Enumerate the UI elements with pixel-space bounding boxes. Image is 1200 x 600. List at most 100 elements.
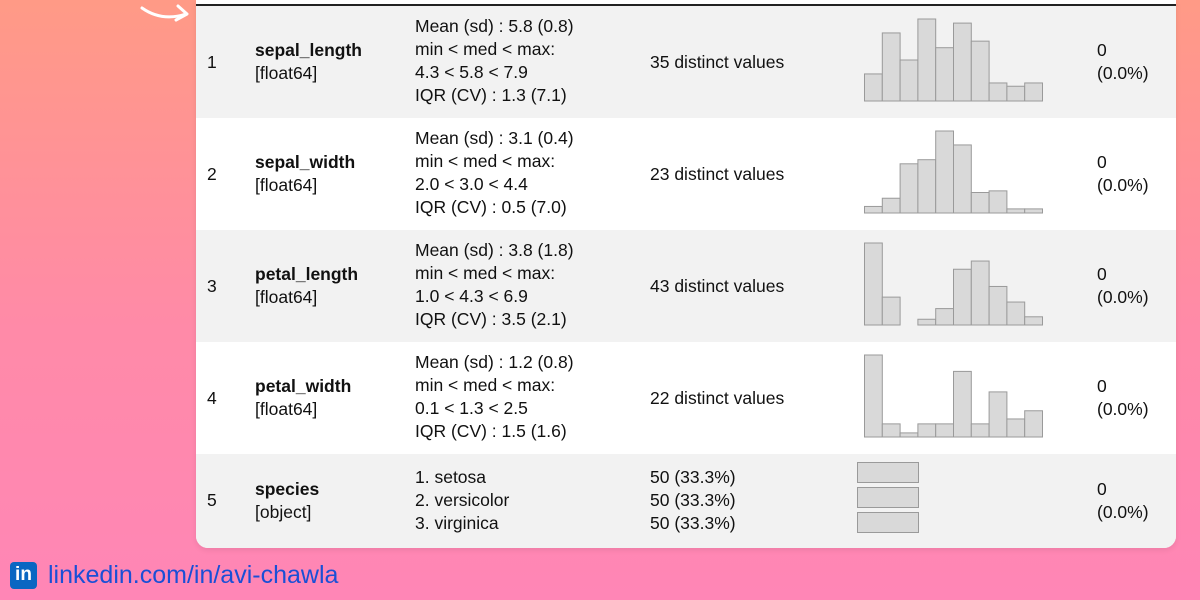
missing-percent: (0.0%) bbox=[1097, 502, 1149, 522]
stats-line: 1.0 < 4.3 < 6.9 bbox=[415, 286, 528, 306]
histogram-bar bbox=[864, 73, 883, 102]
histogram-bar bbox=[917, 423, 937, 438]
histogram-bar bbox=[899, 59, 919, 102]
freq-line: 43 distinct values bbox=[650, 276, 785, 296]
summary-table: 1 sepal_length [float64] Mean (sd) : 5.8… bbox=[196, 0, 1176, 548]
histogram-bar bbox=[1006, 418, 1026, 438]
stats-line: 0.1 < 1.3 < 2.5 bbox=[415, 398, 528, 418]
table-row: 3 petal_length [float64] Mean (sd) : 3.8… bbox=[196, 230, 1176, 342]
histogram-bar bbox=[881, 423, 901, 438]
stats-cell: Mean (sd) : 5.8 (0.8) min < med < max: 4… bbox=[415, 15, 574, 107]
missing-percent: (0.0%) bbox=[1097, 287, 1149, 307]
histogram-bar bbox=[899, 432, 919, 438]
stats-line: Mean (sd) : 1.2 (0.8) bbox=[415, 352, 574, 372]
histogram-bar bbox=[988, 391, 1008, 438]
missing-count: 0 bbox=[1097, 479, 1107, 499]
freq-line: 35 distinct values bbox=[650, 52, 785, 72]
variable-name: petal_width bbox=[255, 376, 352, 396]
freqs-cell: 43 distinct values bbox=[650, 275, 784, 298]
freq-line: 50 (33.3%) bbox=[650, 490, 736, 510]
linkedin-icon: in bbox=[10, 561, 37, 589]
stats-cell: Mean (sd) : 3.1 (0.4) min < med < max: 2… bbox=[415, 127, 574, 219]
histogram-bar bbox=[1006, 85, 1026, 102]
freq-line: 23 distinct values bbox=[650, 164, 785, 184]
histogram-bar bbox=[935, 308, 954, 326]
category-bar bbox=[857, 512, 919, 533]
variable-type: [float64] bbox=[255, 287, 318, 307]
row-index: 2 bbox=[207, 164, 217, 184]
stats-line: 1. setosa bbox=[415, 467, 487, 487]
stats-line: min < med < max: bbox=[415, 151, 556, 171]
category-bars bbox=[857, 462, 919, 533]
histogram-bar bbox=[935, 423, 954, 438]
missing-count: 0 bbox=[1097, 264, 1107, 284]
variable-type: [float64] bbox=[255, 63, 318, 83]
stats-line: IQR (CV) : 1.5 (1.6) bbox=[415, 421, 567, 441]
freqs-cell: 50 (33.3%) 50 (33.3%) 50 (33.3%) bbox=[650, 466, 736, 535]
missing-cell: 0 (0.0%) bbox=[1097, 375, 1149, 421]
row-index: 3 bbox=[207, 276, 217, 296]
histogram-bar bbox=[988, 82, 1008, 102]
histogram-bar bbox=[988, 190, 1008, 214]
histogram-bar bbox=[917, 318, 937, 326]
histogram-bar bbox=[953, 268, 972, 326]
table-row: 1 sepal_length [float64] Mean (sd) : 5.8… bbox=[196, 6, 1176, 118]
histogram-bar bbox=[864, 242, 883, 326]
missing-percent: (0.0%) bbox=[1097, 63, 1149, 83]
variable-name: sepal_width bbox=[255, 152, 356, 172]
stats-line: 4.3 < 5.8 < 7.9 bbox=[415, 62, 528, 82]
histogram-bar bbox=[864, 205, 883, 214]
histogram-bar bbox=[953, 144, 972, 214]
missing-cell: 0 (0.0%) bbox=[1097, 478, 1149, 524]
variable-cell: petal_width [float64] bbox=[255, 375, 351, 421]
histogram-bar bbox=[935, 47, 954, 102]
histogram-bar bbox=[1024, 316, 1043, 326]
histogram bbox=[864, 18, 1043, 102]
variable-cell: species [object] bbox=[255, 478, 319, 524]
histogram-bar bbox=[988, 285, 1008, 326]
stats-line: 2. versicolor bbox=[415, 490, 510, 510]
histogram-bar bbox=[1024, 410, 1043, 438]
row-index: 5 bbox=[207, 490, 217, 510]
missing-percent: (0.0%) bbox=[1097, 175, 1149, 195]
stats-line: min < med < max: bbox=[415, 39, 556, 59]
variable-type: [float64] bbox=[255, 399, 318, 419]
histogram-bar bbox=[1024, 208, 1043, 214]
histogram-bar bbox=[881, 197, 901, 214]
histogram-bar bbox=[970, 192, 990, 214]
arrow-decoration bbox=[140, 4, 189, 22]
missing-percent: (0.0%) bbox=[1097, 399, 1149, 419]
stats-line: Mean (sd) : 3.1 (0.4) bbox=[415, 128, 574, 148]
stats-cell: 1. setosa 2. versicolor 3. virginica bbox=[415, 466, 509, 535]
missing-count: 0 bbox=[1097, 40, 1107, 60]
histogram bbox=[864, 354, 1043, 438]
histogram bbox=[864, 242, 1043, 326]
variable-cell: sepal_length [float64] bbox=[255, 39, 362, 85]
table-row: 2 sepal_width [float64] Mean (sd) : 3.1 … bbox=[196, 118, 1176, 230]
footer-link[interactable]: in linkedin.com/in/avi-chawla bbox=[10, 560, 338, 590]
variable-cell: sepal_width [float64] bbox=[255, 151, 355, 197]
stats-line: Mean (sd) : 3.8 (1.8) bbox=[415, 240, 574, 260]
stats-line: IQR (CV) : 0.5 (7.0) bbox=[415, 197, 567, 217]
stats-line: IQR (CV) : 1.3 (7.1) bbox=[415, 85, 567, 105]
freq-line: 50 (33.3%) bbox=[650, 467, 736, 487]
freq-line: 22 distinct values bbox=[650, 388, 785, 408]
table-row: 4 petal_width [float64] Mean (sd) : 1.2 … bbox=[196, 342, 1176, 454]
freqs-cell: 35 distinct values bbox=[650, 51, 784, 74]
histogram-bar bbox=[1024, 82, 1043, 102]
stats-line: 2.0 < 3.0 < 4.4 bbox=[415, 174, 528, 194]
missing-cell: 0 (0.0%) bbox=[1097, 151, 1149, 197]
histogram-bar bbox=[935, 130, 954, 214]
stats-line: Mean (sd) : 5.8 (0.8) bbox=[415, 16, 574, 36]
stats-line: 3. virginica bbox=[415, 513, 499, 533]
stats-line: min < med < max: bbox=[415, 375, 556, 395]
histogram-bar bbox=[953, 370, 972, 438]
missing-count: 0 bbox=[1097, 376, 1107, 396]
table-row: 5 species [object] 1. setosa 2. versicol… bbox=[196, 454, 1176, 548]
histogram-bar bbox=[917, 159, 937, 214]
table-top-border bbox=[196, 4, 1176, 6]
variable-type: [object] bbox=[255, 502, 312, 522]
histogram-bar bbox=[1006, 208, 1026, 214]
histogram-bar bbox=[953, 22, 972, 102]
linkedin-url[interactable]: linkedin.com/in/avi-chawla bbox=[48, 560, 339, 589]
